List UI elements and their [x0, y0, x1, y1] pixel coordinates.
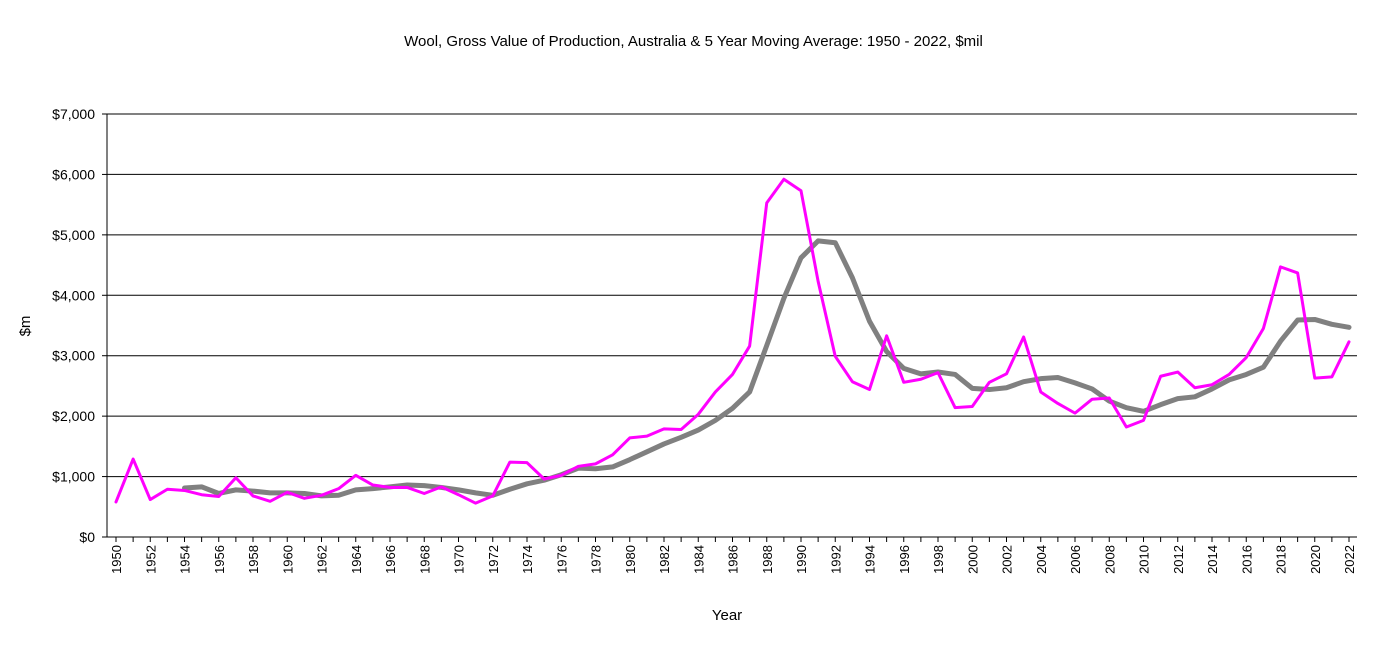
chart-title: Wool, Gross Value of Production, Austral…	[404, 33, 983, 50]
x-tick-label: 1974	[520, 545, 535, 574]
x-tick-label: 2008	[1102, 545, 1117, 574]
y-tick-label: $7,000	[52, 106, 95, 122]
x-tick-label: 2012	[1171, 545, 1186, 574]
y-tick-label: $2,000	[52, 408, 95, 424]
x-tick-label: 1958	[246, 545, 261, 574]
x-tick-label: 1990	[794, 545, 809, 574]
x-tick-label: 2010	[1137, 545, 1152, 574]
x-tick-label: 2000	[965, 545, 980, 574]
axes	[106, 114, 1357, 542]
x-tick-label: 1998	[931, 545, 946, 574]
x-tick-label: 1956	[212, 545, 227, 574]
x-tick-label: 2022	[1342, 545, 1357, 574]
series-line-moving-average	[182, 238, 1352, 499]
y-tick-label: $5,000	[52, 227, 95, 243]
series-line-gross-value	[114, 177, 1351, 505]
y-tick-label: $6,000	[52, 166, 95, 182]
x-tick-label: 1968	[417, 545, 432, 574]
x-tick-label: 2016	[1239, 545, 1254, 574]
x-tick-label: 1994	[863, 545, 878, 574]
series-layer	[114, 177, 1352, 505]
x-tick-label: 1962	[315, 545, 330, 574]
y-tick-label: $4,000	[52, 287, 95, 303]
x-tick-label: 1982	[657, 545, 672, 574]
x-tick-label: 1988	[760, 545, 775, 574]
y-tick-labels: $0 $1,000 $2,000 $3,000 $4,000 $5,000 $6,000 $7…	[52, 106, 95, 545]
x-tick-label: 1972	[486, 545, 501, 574]
x-tick-label: 1996	[897, 545, 912, 574]
x-tick-label: 1980	[623, 545, 638, 574]
x-tick-label: 1992	[828, 545, 843, 574]
x-tick-label: 2004	[1034, 545, 1049, 574]
x-tick-label: 2002	[1000, 545, 1015, 574]
x-tick-label: 2014	[1205, 545, 1220, 574]
x-tick-label: 1954	[178, 545, 193, 574]
x-tick-label: 1966	[383, 545, 398, 574]
x-tick-label: 1984	[691, 545, 706, 574]
x-axis-label: Year	[712, 607, 742, 624]
x-tick-label: 2006	[1068, 545, 1083, 574]
gridlines	[102, 113, 1357, 538]
x-tick-label: 1970	[452, 545, 467, 574]
x-tick-label: 1952	[143, 545, 158, 574]
y-tick-label: $3,000	[52, 348, 95, 364]
y-tick-label: $1,000	[52, 469, 95, 485]
x-tick-label: 1960	[280, 545, 295, 574]
x-tick-label: 1950	[109, 545, 124, 574]
x-tick-labels: 1950 1952 1954 1956 1958 1960 1962 1964 1966 1968…	[109, 545, 1357, 574]
x-tick-label: 1976	[554, 545, 569, 574]
x-tick-label: 2020	[1308, 545, 1323, 574]
x-tick-label: 2018	[1274, 545, 1289, 574]
x-tick-label: 1986	[726, 545, 741, 574]
y-axis-label: $m	[17, 316, 34, 337]
x-tick-label: 1978	[589, 545, 604, 574]
x-tick-label: 1964	[349, 545, 364, 574]
y-tick-label: $0	[79, 529, 95, 545]
